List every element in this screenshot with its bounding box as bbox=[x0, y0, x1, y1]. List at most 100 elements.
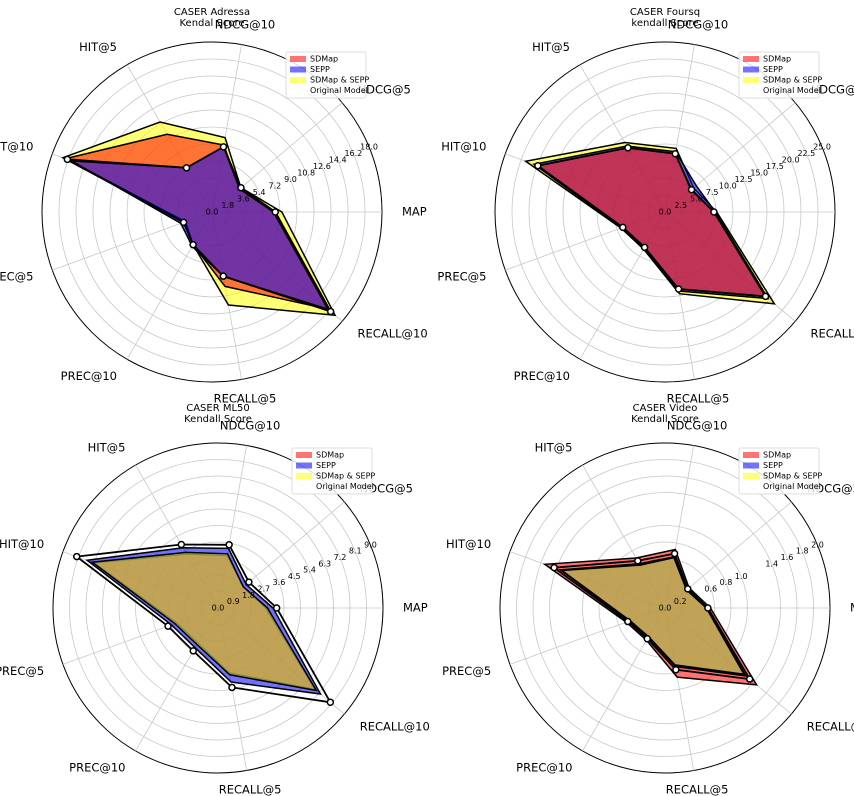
r-tick-label: 1.4 bbox=[765, 559, 778, 568]
legend-label: SDMap & SEPP bbox=[316, 472, 375, 481]
r-tick-label: 15.0 bbox=[750, 168, 768, 177]
r-tick-label: 0.0 bbox=[206, 208, 219, 217]
point bbox=[710, 208, 718, 216]
legend-swatch bbox=[296, 452, 312, 458]
axis-label: PREC@10 bbox=[69, 761, 125, 775]
axis-label: PREC@5 bbox=[0, 664, 44, 678]
axis-label: RECALL@10 bbox=[811, 327, 854, 341]
series-area bbox=[559, 556, 746, 676]
legend-label: SDMap bbox=[316, 451, 344, 460]
legend-label: SEPP bbox=[763, 65, 783, 74]
axis-label: NDCG@10 bbox=[668, 17, 729, 31]
point bbox=[237, 183, 245, 192]
point bbox=[164, 622, 172, 630]
r-tick-label: 12.6 bbox=[313, 162, 331, 171]
axis-label: PREC@5 bbox=[437, 269, 486, 283]
chart-title: CASER Foursq bbox=[630, 7, 700, 18]
point bbox=[745, 675, 754, 683]
point bbox=[228, 683, 236, 692]
point bbox=[761, 292, 770, 301]
chart-title: CASER ML50 bbox=[186, 403, 250, 414]
axis-label: HIT@5 bbox=[532, 40, 570, 54]
point bbox=[225, 541, 233, 549]
point bbox=[684, 585, 692, 593]
r-tick-label: 4.5 bbox=[288, 572, 301, 581]
axis-label: RECALL@5 bbox=[214, 392, 277, 406]
axis-label: HIT@5 bbox=[88, 440, 126, 454]
legend-label: Original Model bbox=[316, 482, 374, 491]
r-tick-label: 1.8 bbox=[242, 591, 255, 600]
legend-swatch bbox=[743, 66, 759, 73]
legend-box bbox=[285, 51, 367, 99]
legend-swatch bbox=[296, 462, 312, 469]
chart-subtitle: Kendal Score bbox=[180, 18, 245, 29]
legend-label: SDMap bbox=[763, 451, 791, 460]
r-tick-label: 1.6 bbox=[781, 553, 794, 562]
point bbox=[534, 161, 542, 170]
r-tick-label: 0.9 bbox=[227, 597, 240, 606]
legend-swatch bbox=[743, 473, 759, 479]
r-tick-label: 17.5 bbox=[766, 162, 784, 171]
r-tick-label: 0.0 bbox=[659, 604, 672, 613]
r-tick-label: 10.8 bbox=[297, 168, 315, 177]
series-area bbox=[535, 147, 767, 298]
legend-label: Original Model bbox=[763, 86, 821, 95]
series-line bbox=[535, 146, 768, 298]
legend-label: SEPP bbox=[316, 461, 336, 470]
axis-label: NDCG@5 bbox=[358, 82, 411, 96]
axis-label: HIT@10 bbox=[441, 140, 486, 154]
axis-label: MAP bbox=[850, 601, 854, 615]
r-tick-label: 2.0 bbox=[811, 540, 824, 549]
point bbox=[619, 223, 627, 232]
r-tick-label: 0.8 bbox=[720, 578, 733, 587]
axis-label: RECALL@10 bbox=[358, 327, 428, 341]
r-tick-label: 2.5 bbox=[674, 201, 687, 210]
axis-label: RECALL@5 bbox=[219, 783, 282, 796]
point bbox=[271, 208, 280, 216]
point bbox=[189, 647, 197, 655]
series-line bbox=[66, 145, 333, 314]
point bbox=[245, 578, 253, 586]
r-tick-label: 1.0 bbox=[735, 572, 748, 581]
r-tick-label: 2.7 bbox=[257, 585, 270, 594]
axis-label: PREC@10 bbox=[61, 369, 117, 383]
axis-label: NDCG@10 bbox=[667, 418, 728, 432]
legend-swatch bbox=[743, 56, 759, 62]
r-tick-label: 9.0 bbox=[364, 540, 377, 549]
r-tick-label: 5.0 bbox=[690, 194, 703, 203]
axis-label: PREC@5 bbox=[442, 664, 491, 678]
r-tick-label: 3.6 bbox=[237, 194, 250, 203]
r-tick-label: 3.6 bbox=[273, 578, 286, 587]
point bbox=[272, 604, 281, 612]
point bbox=[189, 240, 197, 249]
r-tick-label: 25.0 bbox=[813, 142, 831, 151]
r-tick-label: 14.4 bbox=[329, 155, 347, 164]
chart-subtitle: kendall Score bbox=[631, 18, 698, 29]
r-tick-label: 1.8 bbox=[796, 547, 809, 556]
point bbox=[624, 144, 632, 152]
legend-label: SDMap & SEPP bbox=[763, 472, 822, 481]
point bbox=[550, 563, 558, 572]
legend-label: Original Model bbox=[763, 482, 821, 491]
series-line bbox=[74, 543, 333, 704]
point bbox=[219, 143, 228, 151]
axis-label: HIT@10 bbox=[0, 537, 44, 551]
chart-title: CASER Adressa bbox=[174, 7, 250, 18]
series-line bbox=[551, 552, 752, 681]
legend-label: Original Model bbox=[310, 86, 368, 95]
chart-subtitle: Kendall Score bbox=[631, 414, 699, 425]
r-tick-label: 7.2 bbox=[268, 181, 281, 190]
axis-label: NDCG@10 bbox=[220, 418, 281, 432]
axis-label: PREC@10 bbox=[516, 761, 572, 775]
point bbox=[326, 307, 335, 316]
point bbox=[182, 164, 191, 172]
r-tick-label: 0.0 bbox=[212, 604, 225, 613]
axis-label: RECALL@10 bbox=[360, 719, 430, 733]
axis-label: RECALL@5 bbox=[666, 783, 729, 796]
legend-label: SEPP bbox=[763, 461, 783, 470]
axis-label: NDCG@10 bbox=[215, 17, 276, 31]
axis-label: HIT@10 bbox=[446, 537, 491, 551]
